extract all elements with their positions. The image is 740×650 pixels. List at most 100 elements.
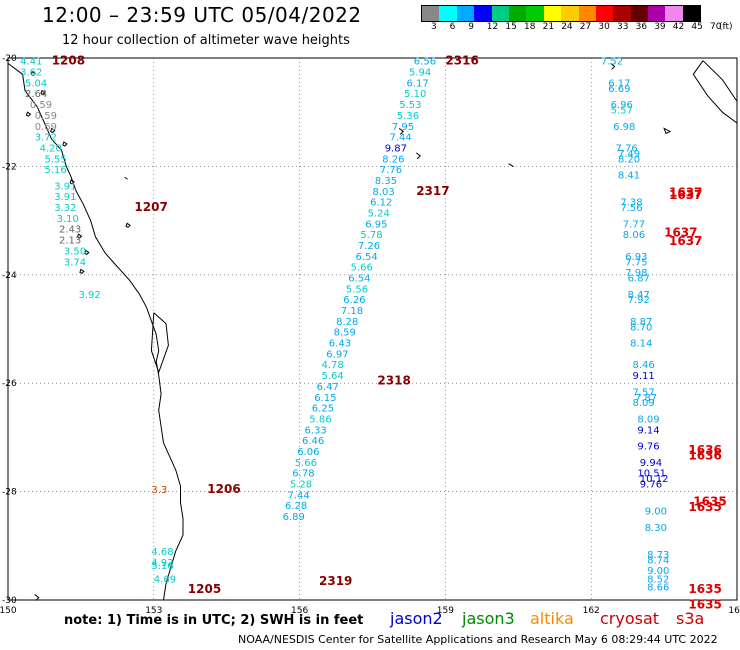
swh-value: 2.43 [59, 225, 81, 236]
swh-value: 3.10 [57, 214, 79, 225]
swh-value: 10.12 [640, 474, 669, 485]
credit-line: NOAA/NESDIS Center for Satellite Applica… [238, 633, 718, 646]
swh-value: 3.91 [54, 181, 76, 192]
lon-tick-label: 150 [0, 606, 17, 616]
swh-value: 6.78 [292, 469, 314, 480]
legend-swatch [648, 6, 666, 21]
swh-value: 6.25 [312, 404, 334, 415]
legend-swatch [630, 6, 649, 21]
swh-value: 6.96 [611, 100, 633, 111]
lat-tick-label: -28 [2, 488, 17, 498]
legend-swatch [578, 6, 596, 21]
swh-value: 6.47 [317, 382, 339, 393]
swh-value: 8.35 [375, 176, 397, 187]
swh-value: 9.00 [647, 566, 669, 577]
time-stamp: 1637 [669, 188, 702, 202]
lat-tick-label: -30 [2, 596, 17, 606]
lat-tick-label: -20 [2, 54, 17, 64]
time-stamp: 1637 [669, 185, 702, 199]
swh-value: 9.00 [645, 507, 667, 518]
coastline-islet [415, 152, 422, 160]
swh-value: 8.73 [647, 550, 669, 561]
swh-value: 6.15 [314, 393, 336, 404]
time-stamp: 1636 [688, 448, 721, 462]
swh-value: 5.55 [45, 154, 67, 165]
legend-label: 33 [617, 22, 629, 32]
coastline-islet [69, 179, 75, 185]
swh-value: 10.51 [637, 469, 666, 480]
swh-value: 5.10 [404, 89, 426, 100]
swh-value: 5.53 [399, 100, 421, 111]
swh-value: 6.28 [285, 501, 307, 512]
swh-value: 8.06 [623, 230, 645, 241]
swh-value: 5.94 [409, 68, 431, 79]
swh-value: 5.64 [322, 371, 344, 382]
swh-value: 0.59 [35, 111, 57, 122]
coastline-islet [398, 128, 404, 135]
swh-value: 8.20 [618, 154, 640, 165]
swh-value: 7.76 [616, 143, 638, 154]
time-stamp: 1635 [688, 500, 721, 514]
swh-value: 9.14 [637, 425, 659, 436]
time-stamp: 2318 [377, 374, 410, 388]
lon-tick-label: 153 [145, 606, 162, 616]
swh-value: 7.52 [601, 57, 623, 68]
swh-value: 3.91 [54, 192, 76, 203]
swh-value: 3.92 [79, 290, 101, 301]
coastline-islet [34, 594, 40, 601]
time-stamp: 1635 [688, 597, 721, 611]
coastline-islet [62, 141, 68, 147]
legend-swatch [491, 6, 509, 21]
lat-tick-label: -22 [2, 162, 17, 172]
legend-swatch [543, 6, 562, 21]
legend-swatch [508, 6, 527, 21]
swh-value: 8.46 [633, 360, 655, 371]
legend-swatch [665, 6, 683, 21]
swh-value: 5.16 [45, 165, 67, 176]
swh-value: 5.28 [290, 480, 312, 491]
swh-value: 2.64 [25, 89, 47, 100]
swh-value: 8.74 [647, 555, 669, 566]
legend-label: 12 [486, 22, 499, 32]
legend-label: 3 [431, 22, 437, 32]
legend-label: 36 [635, 22, 648, 32]
time-stamp: 1206 [207, 482, 240, 496]
swh-value: 6.17 [407, 78, 429, 89]
swh-value: 9.76 [640, 480, 662, 491]
swh-value: 7.95 [392, 122, 414, 133]
swh-value: 6.87 [628, 274, 650, 285]
coastline-mainland [7, 62, 184, 601]
swh-value: 6.46 [302, 436, 324, 447]
swh-value: 8.28 [336, 317, 358, 328]
swh-value: 8.47 [628, 290, 650, 301]
time-stamp: 2319 [319, 574, 352, 588]
swh-value: 7.44 [288, 490, 310, 501]
swh-value: 6.12 [370, 198, 392, 209]
swh-value: 7.76 [380, 165, 402, 176]
satellite-jason3: jason3 [462, 609, 515, 628]
swh-value: 7.38 [620, 198, 642, 209]
swh-value: 7.75 [625, 257, 647, 268]
coastline-islet [125, 222, 131, 228]
legend-label: 45 [691, 22, 703, 32]
legend-swatch [422, 6, 440, 21]
coastline-islet [610, 63, 616, 70]
swh-value: 4.41 [20, 57, 42, 68]
swh-value: 5.66 [351, 263, 373, 274]
legend-label: 21 [542, 22, 555, 32]
time-stamp: 1637 [664, 226, 697, 240]
time-stamp: 2317 [416, 184, 449, 198]
swh-value: 2.13 [59, 236, 81, 247]
map-frame [7, 57, 738, 601]
swh-value: 8.52 [647, 574, 669, 585]
swh-value: 5.57 [611, 106, 633, 117]
lon-tick-label: 159 [437, 606, 454, 616]
coastline-islet [663, 127, 672, 135]
swh-value: 8.70 [630, 322, 652, 333]
swh-value: 5.56 [346, 284, 368, 295]
color-legend-labels: 3 6 9 12 15 18 21 24 27 30 33 36 39 42 45 70 (ft) [421, 22, 739, 34]
legend-swatch [474, 6, 492, 21]
swh-value: 3.50 [64, 246, 86, 257]
legend-label: 24 [561, 22, 573, 32]
time-stamp: 1207 [134, 200, 167, 214]
